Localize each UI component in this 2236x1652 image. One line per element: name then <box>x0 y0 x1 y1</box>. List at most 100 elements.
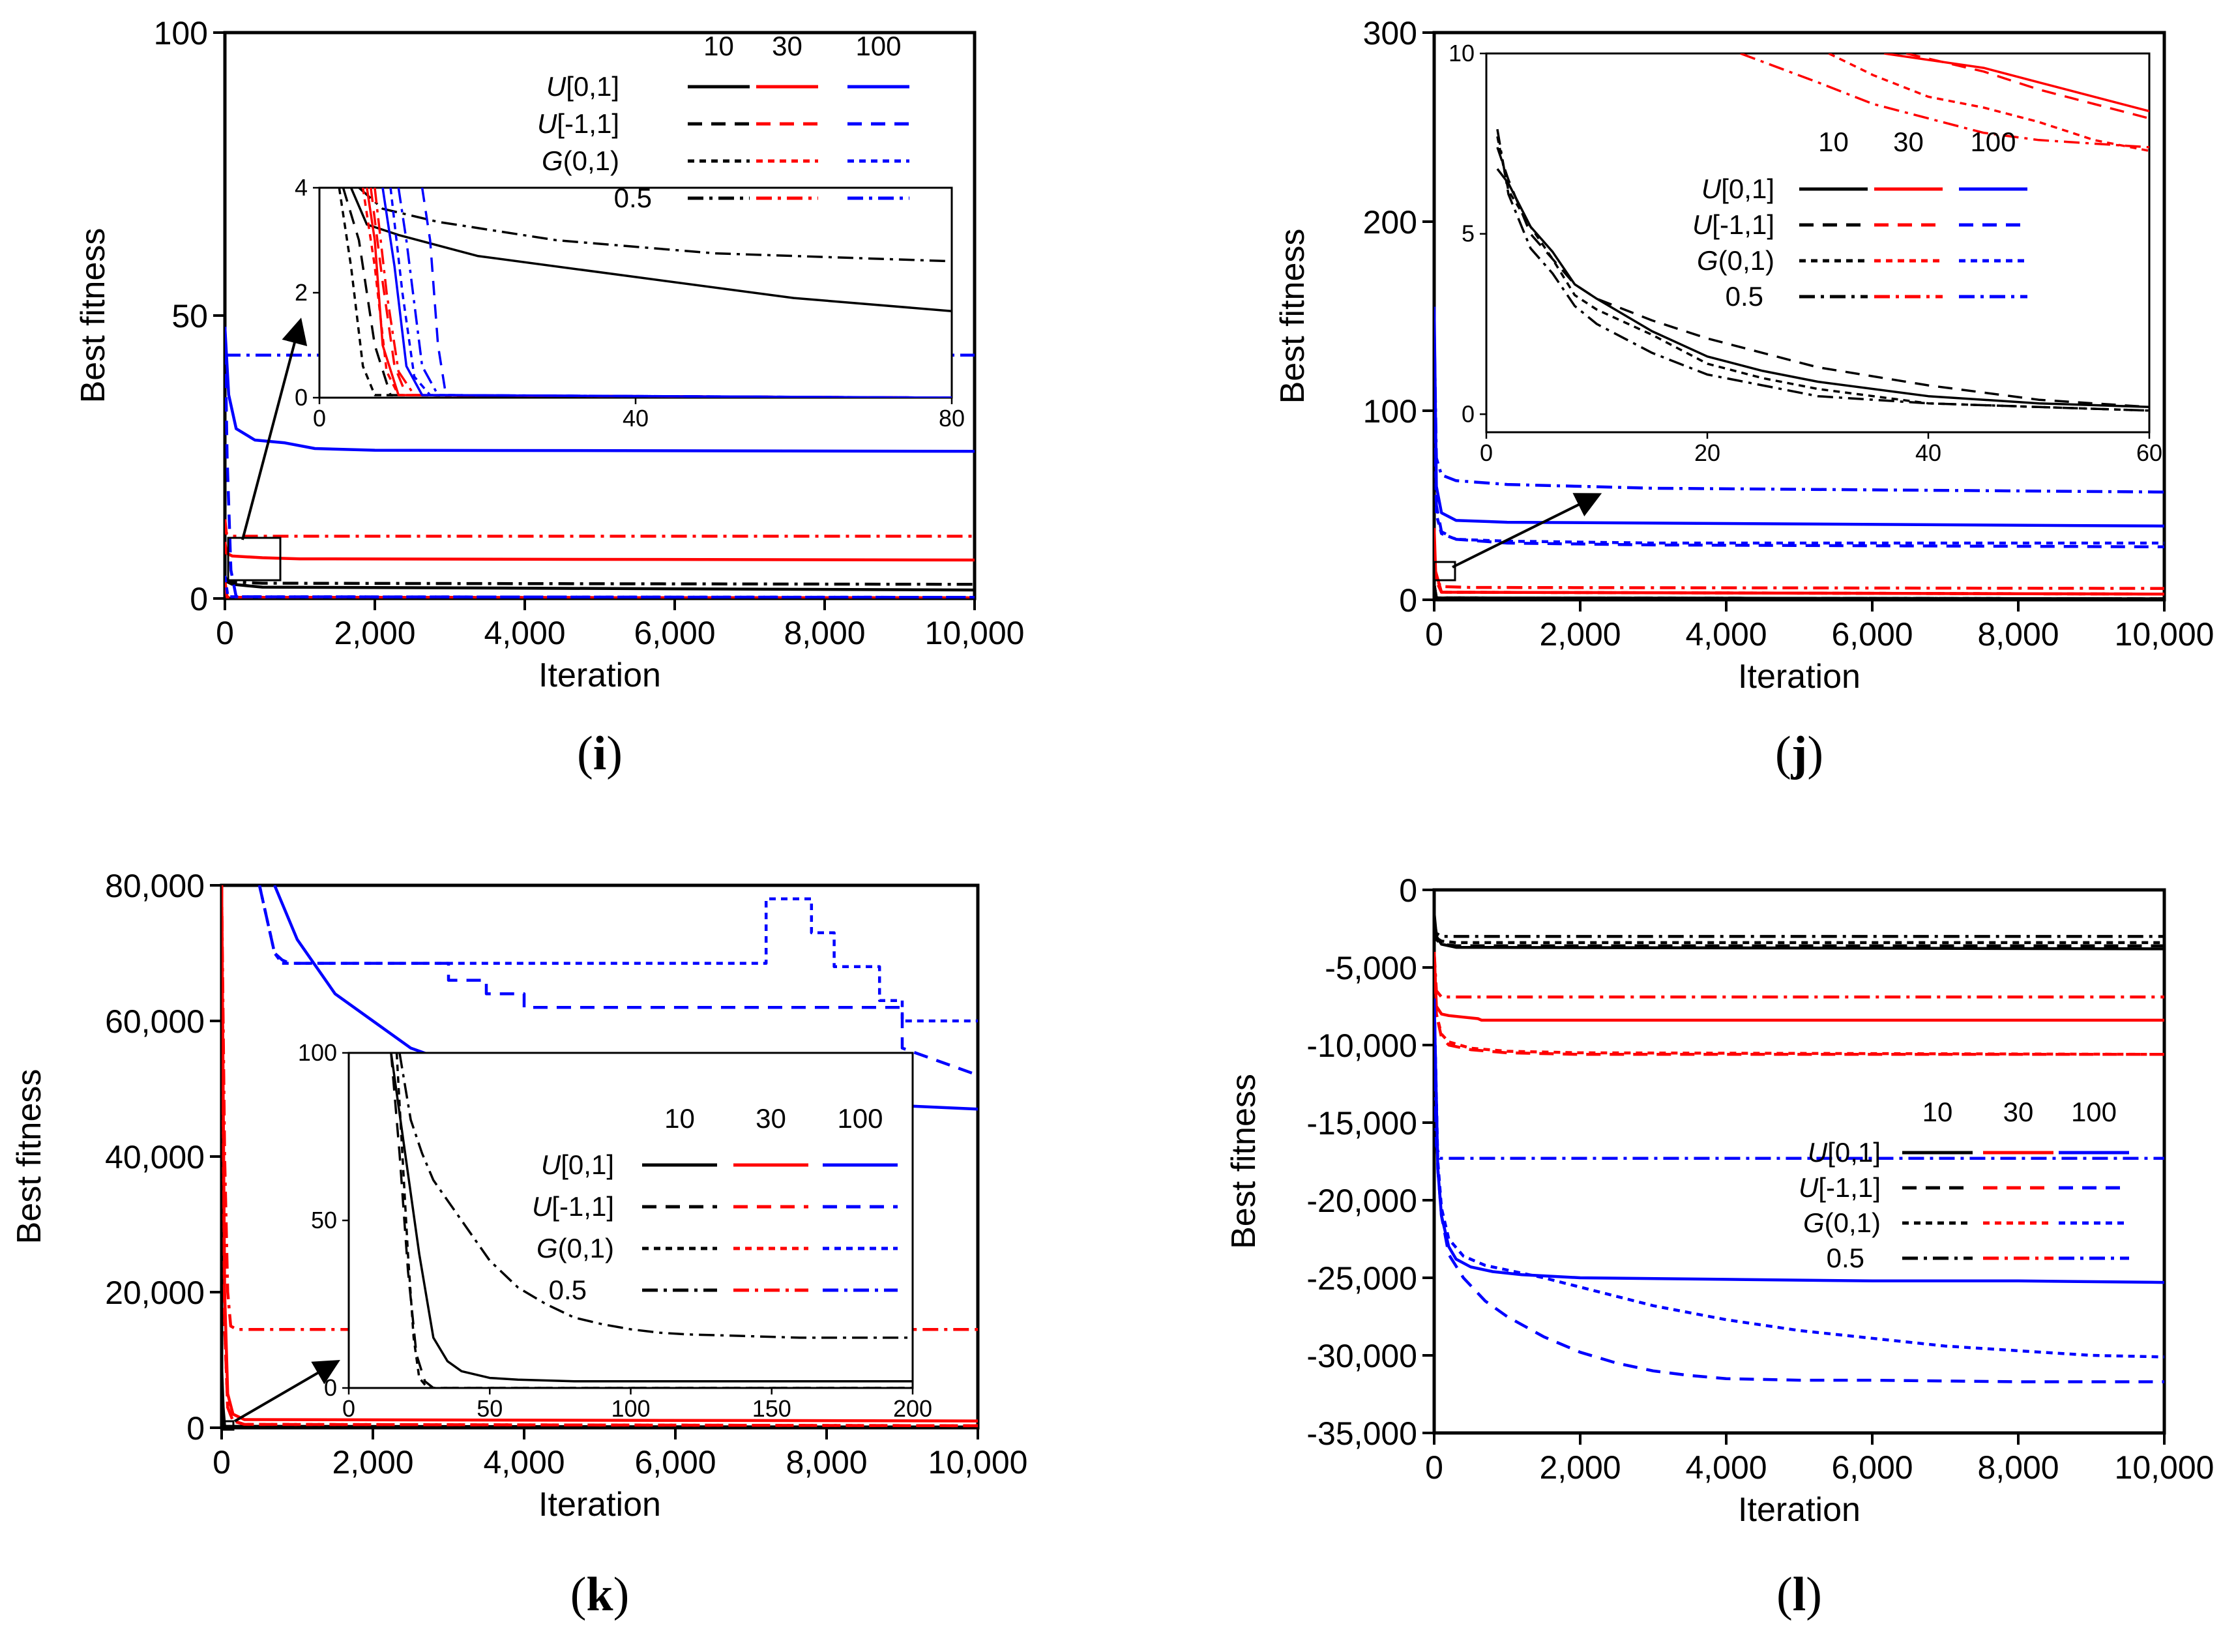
panel-i-legend-method-label: 0.5 <box>614 183 652 213</box>
panel-j-inset-series-line <box>1828 53 2149 153</box>
panel-j-zoom-arrow <box>1452 493 1602 568</box>
panel-k-inset-y-tick-label: 0 <box>324 1374 337 1401</box>
panel-j-inset-series-line <box>1496 147 2149 409</box>
panel-j-x-tick-label: 8,000 <box>1977 616 2059 653</box>
panel-k-legend-size-header: 100 <box>837 1103 883 1134</box>
panel-l-legend-method-label: G(0,1) <box>1803 1207 1881 1238</box>
panel-i-x-tick-label: 0 <box>216 615 234 651</box>
panel-k-zoom-arrow <box>233 1359 340 1423</box>
panel-k-inset-series-line <box>390 1053 913 1388</box>
panel-k-legend-size-header: 30 <box>756 1103 786 1134</box>
panel-j-inset-y-tick-label: 5 <box>1462 220 1475 247</box>
panel-i-inset-plot-frame <box>318 186 953 399</box>
panel-i-zoom-arrow <box>241 317 308 540</box>
panel-l-caption-label: (l) <box>1776 1568 1822 1621</box>
panel-k-inset-series-line <box>390 1053 913 1383</box>
panel-i-inset-y-tick-label: 0 <box>295 384 308 411</box>
panel-i-inset-x-tick-label: 80 <box>939 405 965 432</box>
panel-k-legend-size-header: 10 <box>664 1103 695 1134</box>
panel-i-inset-y-tick-label: 2 <box>295 279 308 306</box>
panel-l-x-tick-label: 6,000 <box>1831 1449 1913 1486</box>
panel-j-inset-series-line <box>1496 136 2149 412</box>
panel-i-zoom-box <box>227 537 282 582</box>
panel-j-series-line <box>1434 353 2164 545</box>
panel-j-zoom-box <box>1433 561 1456 582</box>
panel-i-caption-label: (i) <box>577 727 623 780</box>
panel-l-y-tick-label: -30,000 <box>1306 1338 1417 1374</box>
panel-k-legend-method-label: U[-1,1] <box>532 1191 614 1222</box>
panel-l-series-line <box>1434 928 2164 945</box>
panel-k-legend-method-label: U[0,1] <box>541 1149 614 1180</box>
panel-l-series-line <box>1434 928 2164 947</box>
panel-j: 0 2,000 4,000 6,000 8,000 10,0000100200300Ite… <box>1274 15 2214 780</box>
panel-k-x-tick-label: 10,000 <box>928 1444 1028 1481</box>
panel-j-series-line <box>1434 325 2164 494</box>
panel-j-y-tick-label: 100 <box>1363 393 1417 430</box>
panel-k-series-line <box>222 885 978 1428</box>
panel-j-inset-series-line <box>1883 53 2149 113</box>
panel-j-inset-x-tick-label: 20 <box>1694 439 1720 466</box>
panel-j-y-tick-label: 0 <box>1399 582 1417 619</box>
panel-l-series-line <box>1434 998 2164 1383</box>
panel-j-legend-size-header: 10 <box>1818 126 1849 157</box>
panel-k-legend-method-label: 0.5 <box>549 1275 587 1305</box>
panel-j-x-tick-label: 10,000 <box>2115 616 2214 653</box>
panel-j-legend-method-label: 0.5 <box>1726 281 1763 312</box>
panel-k-series-line <box>222 885 978 1331</box>
panel-k-legend: 10 30 100 U[0,1] U[-1,1] G(0,1) 0.5 <box>532 1103 898 1305</box>
panel-j-inset-plot-frame <box>1485 52 2151 434</box>
panel-j-series-line <box>1434 584 2164 600</box>
panel-l-legend-method-label: U[0,1] <box>1808 1137 1881 1168</box>
panel-j-inset-y-tick-label: 10 <box>1449 40 1475 66</box>
panel-j-series-line <box>1434 527 2164 596</box>
panel-l-y-tick-label: 0 <box>1399 872 1417 909</box>
panel-k-series-line <box>257 885 978 1077</box>
panel-l-legend-method-label: 0.5 <box>1827 1243 1864 1273</box>
panel-i-y-tick-label: 0 <box>190 581 208 617</box>
panel-j-y-tick-label: 200 <box>1363 204 1417 241</box>
panel-l-x-tick-label: 2,000 <box>1539 1449 1621 1486</box>
panel-i-legend-method-label: U[-1,1] <box>537 108 619 139</box>
panel-i-inset-y-tick-label: 4 <box>295 174 308 201</box>
panel-j-x-tick-label: 4,000 <box>1685 616 1767 653</box>
panel-i-series-line <box>225 519 975 538</box>
panel-k-x-tick-label: 8,000 <box>786 1444 867 1481</box>
panel-j-x-tick-label: 2,000 <box>1539 616 1621 653</box>
panel-k-x-tick-label: 0 <box>213 1444 231 1481</box>
panel-i-series-line <box>225 541 975 562</box>
panel-l-x-tick-label: 4,000 <box>1685 1449 1767 1486</box>
panel-j-inset-series-line <box>1496 128 2149 412</box>
panel-k-y-tick-label: 40,000 <box>105 1139 205 1175</box>
panel-i-x-tick-label: 6,000 <box>634 615 715 651</box>
panel-j-x-tick-label: 0 <box>1425 616 1443 653</box>
panel-k-y-tick-label: 20,000 <box>105 1275 205 1311</box>
panel-i-x-axis-label: Iteration <box>538 656 661 694</box>
panel-j-y-axis-label: Best fitness <box>1274 229 1312 404</box>
panel-l-series-line <box>1434 921 2164 938</box>
panel-k-inset-x-tick-label: 200 <box>893 1395 932 1422</box>
panel-j-inset-y-tick-label: 0 <box>1462 400 1475 427</box>
panel-i-series-group <box>225 327 975 598</box>
panel-j-caption-label: (j) <box>1775 727 1823 780</box>
panel-i-inset-x-tick-label: 0 <box>313 405 326 432</box>
panel-j-series-line <box>1434 561 2164 596</box>
panel-l-series-line <box>1434 998 2164 1284</box>
panel-j-x-tick-label: 6,000 <box>1831 616 1913 653</box>
panel-k: 0 2,000 4,000 6,000 8,000 10,000 0 20,000 40,000… <box>10 868 1027 1621</box>
panel-l-x-tick-label: 8,000 <box>1977 1449 2059 1486</box>
panel-l: 0 2,000 4,000 6,000 8,000 10,000 0 -5,000 -10,00… <box>1225 872 2214 1621</box>
panel-l-series-line <box>1434 952 2164 1056</box>
panel-j-x-axis-label: Iteration <box>1738 658 1861 696</box>
panel-j-legend-method-label: U[0,1] <box>1701 173 1774 204</box>
panel-k-inset-x-tick-label: 150 <box>752 1395 791 1422</box>
panel-i-y-tick-label: 100 <box>154 15 208 52</box>
panel-j-series-group <box>1434 306 2164 600</box>
panel-l-y-tick-label: -5,000 <box>1325 950 1417 986</box>
panel-j-inset-x-tick-label: 40 <box>1915 439 1941 466</box>
panel-j-legend: 10 30 100 U[0,1] U[-1,1] G(0,1) 0.5 <box>1692 126 2027 312</box>
panel-k-legend-method-label: G(0,1) <box>537 1233 614 1263</box>
panel-i-series-line <box>225 581 975 598</box>
panel-i-legend-method-label: U[0,1] <box>546 71 619 102</box>
panel-i-legend-method-label: G(0,1) <box>542 145 619 176</box>
